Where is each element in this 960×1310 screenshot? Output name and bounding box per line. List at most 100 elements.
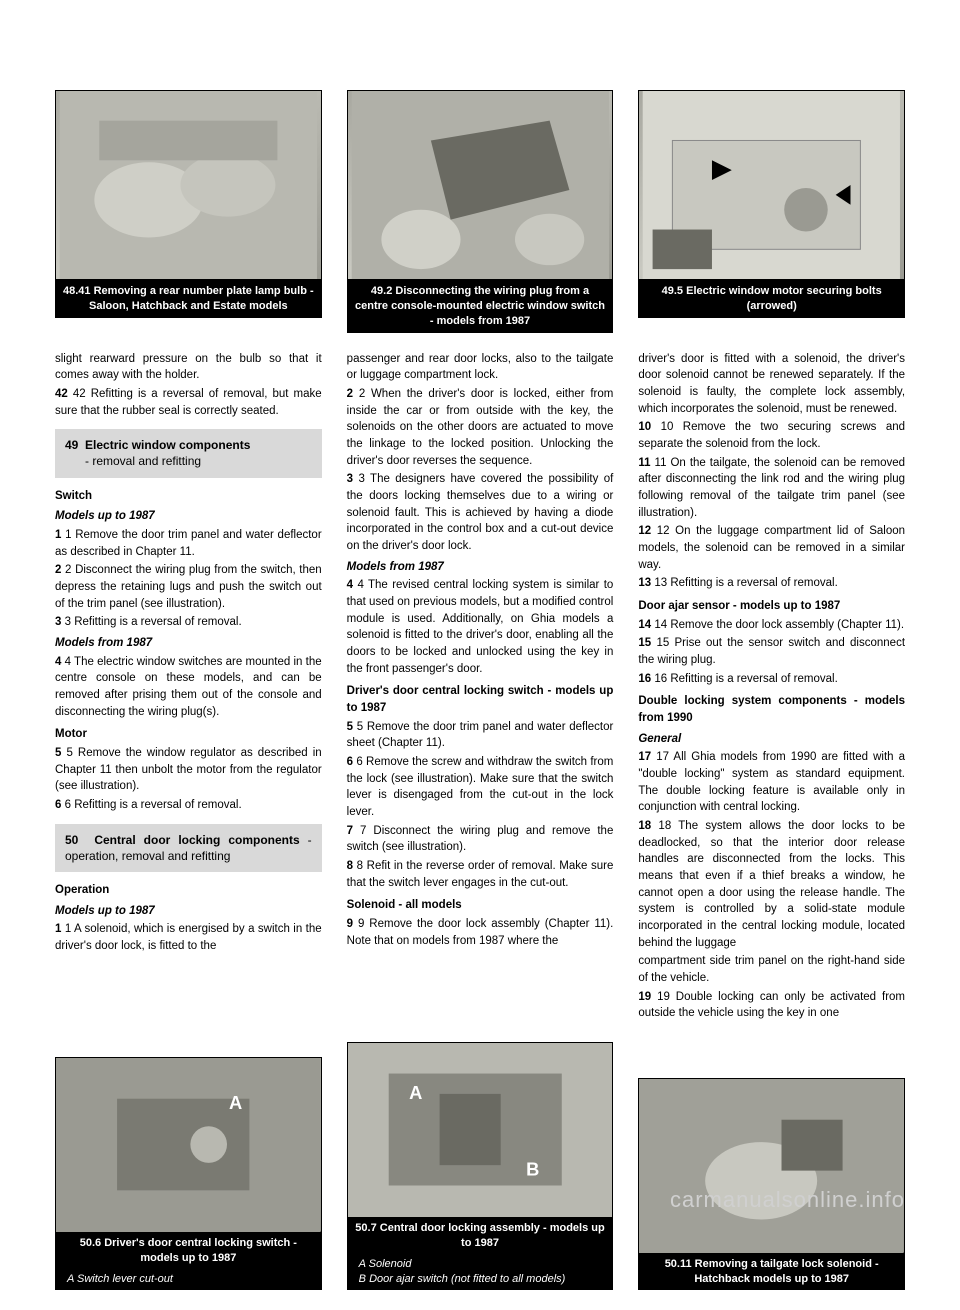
column-2: passenger and rear door locks, also to t… <box>347 351 614 1025</box>
body-text: 19 19 Double locking can only be activat… <box>638 989 905 1022</box>
body-text: 6 6 Refitting is a reversal of removal. <box>55 797 322 814</box>
body-text: 18 The system allows the door locks to b… <box>638 820 905 949</box>
body-text: slight rearward pressure on the bulb so … <box>55 351 322 384</box>
body-text: 3 3 Refitting is a reversal of removal. <box>55 614 322 631</box>
body-text: 18 18 The system allows the door locks t… <box>638 818 905 951</box>
sub-subheading: Models up to 1987 <box>55 903 322 920</box>
body-text: 4 The revised central locking system is … <box>347 579 614 674</box>
body-text: 15 15 Prise out the sensor switch and di… <box>638 635 905 668</box>
section-title: Central door locking components <box>94 833 299 847</box>
body-text: 4 4 The revised central locking system i… <box>347 577 614 677</box>
body-text: 15 Prise out the sensor switch and disco… <box>638 637 905 666</box>
body-text: 19 Double locking can only be activated … <box>638 991 905 1020</box>
figure-image: AB <box>347 1042 614 1217</box>
body-text: 2 When the driver's door is locked, eith… <box>347 388 614 467</box>
subheading: Motor <box>55 726 322 743</box>
figure-49-5: 49.5 Electric window motor securing bolt… <box>638 90 905 333</box>
figure-caption: 48.41 Removing a rear number plate lamp … <box>55 280 322 318</box>
subheading: Switch <box>55 488 322 505</box>
body-text: 6 Refitting is a reversal of removal. <box>65 799 242 811</box>
body-text: 2 2 Disconnect the wiring plug from the … <box>55 562 322 612</box>
body-text: 9 9 Remove the door lock assembly (Chapt… <box>347 916 614 949</box>
body-text: 3 3 The designers have covered the possi… <box>347 471 614 554</box>
figure-50-6: A 50.6 Driver's door central locking swi… <box>55 1057 322 1291</box>
body-text: 16 Refitting is a reversal of removal. <box>654 673 837 685</box>
figure-image <box>347 90 614 280</box>
figure-48-41: 48.41 Removing a rear number plate lamp … <box>55 90 322 333</box>
watermark: carmanualsonline.info <box>670 1187 905 1213</box>
figure-49-2: 49.2 Disconnecting the wiring plug from … <box>347 90 614 333</box>
body-text: 9 Remove the door lock assembly (Chapter… <box>347 918 614 947</box>
figure-caption: 49.5 Electric window motor securing bolt… <box>638 280 905 318</box>
body-text: 42 Refitting is a reversal of removal, b… <box>55 388 322 417</box>
text-columns: slight rearward pressure on the bulb so … <box>55 351 905 1025</box>
figure-caption-sub: A Solenoid B Door ajar switch (not fitte… <box>347 1255 614 1291</box>
body-text: 11 11 On the tailgate, the solenoid can … <box>638 455 905 522</box>
figure-caption-sub: A Switch lever cut-out <box>55 1270 322 1291</box>
sub-subheading: Models from 1987 <box>347 559 614 576</box>
section-heading-50: 50 Central door locking components - ope… <box>55 824 322 872</box>
figure-50-11: 50.11 Removing a tailgate lock solenoid … <box>638 1078 905 1291</box>
body-text: 5 5 Remove the door trim panel and water… <box>347 719 614 752</box>
body-text: 12 12 On the luggage compartment lid of … <box>638 523 905 573</box>
body-text: 16 16 Refitting is a reversal of removal… <box>638 671 905 688</box>
subheading: Double locking system components - model… <box>638 693 905 726</box>
body-text: 7 7 Disconnect the wiring plug and remov… <box>347 823 614 856</box>
svg-text:A: A <box>409 1082 422 1103</box>
body-text: 8 Refit in the reverse order of removal.… <box>347 860 614 889</box>
column-1: slight rearward pressure on the bulb so … <box>55 351 322 1025</box>
figure-caption: 50.11 Removing a tailgate lock solenoid … <box>638 1253 905 1291</box>
sub-subheading: General <box>638 731 905 748</box>
subheading: Operation <box>55 882 322 899</box>
figure-caption: 50.7 Central door locking assembly - mod… <box>347 1217 614 1255</box>
svg-text:B: B <box>526 1158 539 1179</box>
subheading: Driver's door central locking switch - m… <box>347 683 614 716</box>
body-text: 17 All Ghia models from 1990 are fitted … <box>638 751 905 813</box>
figure-image <box>638 90 905 280</box>
body-text: 14 Remove the door lock assembly (Chapte… <box>654 619 904 631</box>
body-text: 7 Disconnect the wiring plug and remove … <box>347 825 614 854</box>
body-text: passenger and rear door locks, also to t… <box>347 351 614 384</box>
body-text: 13 Refitting is a reversal of removal. <box>654 577 837 589</box>
column-3: driver's door is fitted with a solenoid,… <box>638 351 905 1025</box>
body-text: 6 6 Remove the screw and withdraw the sw… <box>347 754 614 821</box>
body-text: 10 Remove the two securing screws and se… <box>638 421 905 450</box>
figure-50-7: AB 50.7 Central door locking assembly - … <box>347 1042 614 1290</box>
figure-caption: 49.2 Disconnecting the wiring plug from … <box>347 280 614 333</box>
body-text: 10 10 Remove the two securing screws and… <box>638 419 905 452</box>
body-text: compartment side trim panel on the right… <box>638 953 905 986</box>
subheading: Door ajar sensor - models up to 1987 <box>638 598 905 615</box>
body-text: 11 On the tailgate, the solenoid can be … <box>638 457 905 519</box>
body-text: 4 The electric window switches are mount… <box>55 656 322 718</box>
body-text: 12 On the luggage compartment lid of Sal… <box>638 525 905 570</box>
body-text: 6 Remove the screw and withdraw the swit… <box>347 756 614 818</box>
body-text: 3 The designers have covered the possibi… <box>347 473 614 552</box>
top-figure-row: 48.41 Removing a rear number plate lamp … <box>55 90 905 333</box>
body-text: 8 8 Refit in the reverse order of remova… <box>347 858 614 891</box>
body-text: 2 Disconnect the wiring plug from the sw… <box>55 564 322 609</box>
body-text: 5 Remove the window regulator as describ… <box>55 747 322 792</box>
section-heading-49: 49 Electric window components - removal … <box>55 429 322 477</box>
body-text: 14 14 Remove the door lock assembly (Cha… <box>638 617 905 634</box>
body-text: 1 1 Remove the door trim panel and water… <box>55 527 322 560</box>
sub-subheading: Models from 1987 <box>55 635 322 652</box>
body-text: 13 13 Refitting is a reversal of removal… <box>638 575 905 592</box>
body-text: 17 17 All Ghia models from 1990 are fitt… <box>638 749 905 816</box>
figure-image: A <box>55 1057 322 1232</box>
svg-text:A: A <box>229 1092 242 1113</box>
bottom-figure-row: A 50.6 Driver's door central locking swi… <box>55 1042 905 1290</box>
sub-subheading: Models up to 1987 <box>55 508 322 525</box>
section-number: 49 <box>65 438 78 452</box>
body-text: 1 1 A solenoid, which is energised by a … <box>55 921 322 954</box>
figure-image <box>55 90 322 280</box>
body-text: 4 4 The electric window switches are mou… <box>55 654 322 721</box>
body-text: 42 42 Refitting is a reversal of removal… <box>55 386 322 419</box>
body-text: 5 5 Remove the window regulator as descr… <box>55 745 322 795</box>
section-title: Electric window components <box>85 438 250 452</box>
body-text: 1 Remove the door trim panel and water d… <box>55 529 322 558</box>
subheading: Solenoid - all models <box>347 897 614 914</box>
figure-image <box>638 1078 905 1253</box>
body-text: driver's door is fitted with a solenoid,… <box>638 351 905 418</box>
section-subtitle: - removal and refitting <box>65 454 201 468</box>
body-text: 2 2 When the driver's door is locked, ei… <box>347 386 614 469</box>
